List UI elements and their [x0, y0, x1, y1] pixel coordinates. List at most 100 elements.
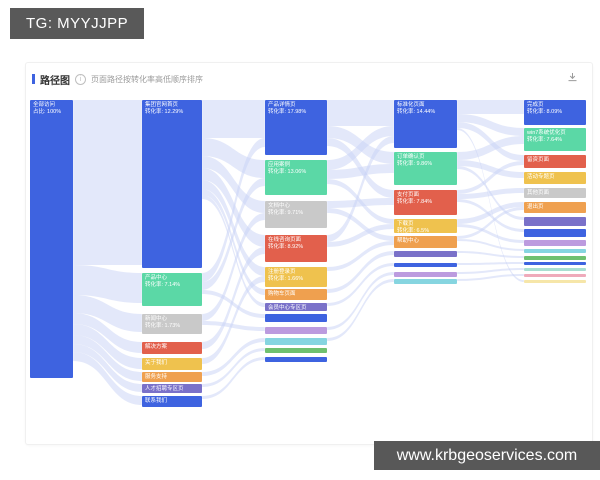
sankey-node[interactable]: 其他页面 — [524, 188, 586, 198]
sankey-node[interactable]: 留资页面 — [524, 155, 586, 168]
sankey-node[interactable]: 完成页 转化率: 8.09% — [524, 100, 586, 125]
sankey-node[interactable] — [265, 327, 327, 334]
sankey-node[interactable]: 帮助中心 — [394, 236, 457, 248]
sankey-flow[interactable] — [73, 344, 142, 392]
sankey-node[interactable] — [394, 263, 457, 267]
sankey-flow[interactable] — [457, 122, 524, 161]
sankey-flow[interactable] — [327, 263, 394, 306]
sankey-node[interactable] — [524, 240, 586, 246]
sankey-node[interactable]: 会员中心专区页 — [265, 303, 327, 311]
sankey-node[interactable]: 产品中心 转化率: 7.14% — [142, 273, 202, 306]
sankey-flow[interactable] — [202, 213, 265, 321]
sankey-flow[interactable] — [202, 156, 265, 213]
sankey-node[interactable] — [524, 262, 586, 265]
sankey-node[interactable] — [394, 272, 457, 277]
sankey-flow[interactable] — [73, 265, 142, 303]
sankey-node[interactable] — [265, 314, 327, 322]
sankey-flow[interactable] — [327, 100, 394, 126]
sankey-node[interactable]: 活动专题页 — [524, 172, 586, 184]
sankey-flow[interactable] — [73, 352, 142, 405]
sankey-flow[interactable] — [327, 224, 394, 247]
sankey-flow[interactable] — [327, 164, 394, 179]
sankey-flow[interactable] — [327, 136, 394, 242]
sankey-node[interactable]: 在线咨询页面 转化率: 8.92% — [265, 235, 327, 262]
sankey-flow[interactable] — [457, 114, 524, 136]
sankey-node[interactable]: 支付页面 转化率: 7.84% — [394, 190, 457, 215]
sankey-flow[interactable] — [457, 274, 524, 281]
sankey-flow[interactable] — [327, 126, 394, 170]
sankey-flow[interactable] — [327, 251, 394, 293]
sankey-flow[interactable] — [202, 348, 265, 387]
sankey-node[interactable]: 标准化页面 转化率: 14.44% — [394, 100, 457, 148]
sankey-flow[interactable] — [202, 247, 265, 349]
sankey-node[interactable]: 服务支持 — [142, 372, 202, 382]
sankey-node[interactable] — [524, 229, 586, 237]
sankey-node[interactable]: 人才招聘专区页 — [142, 384, 202, 393]
sankey-flow[interactable] — [457, 224, 524, 243]
sankey-node[interactable]: 退出页 — [524, 202, 586, 213]
sankey-node[interactable]: 下载页 转化率: 6.5% — [394, 219, 457, 233]
sankey-flow[interactable] — [327, 198, 394, 208]
sankey-flow[interactable] — [327, 241, 394, 271]
sankey-flow[interactable] — [202, 100, 265, 138]
sankey-node[interactable]: 全部访问 占比: 100% — [30, 100, 73, 378]
sankey-flow[interactable] — [457, 262, 524, 265]
sankey-node[interactable]: 应用案例 转化率: 13.06% — [265, 160, 327, 195]
sankey-node[interactable]: 解决方案 — [142, 342, 202, 354]
sankey-node[interactable] — [524, 280, 586, 283]
sankey-flow[interactable] — [202, 195, 265, 307]
sankey-flow[interactable] — [73, 100, 142, 265]
sankey-flow[interactable] — [327, 272, 394, 330]
sankey-node[interactable]: 关于我们 — [142, 358, 202, 370]
sankey-flow[interactable] — [202, 138, 265, 178]
sankey-node[interactable] — [524, 274, 586, 277]
sankey-flow[interactable] — [202, 138, 265, 282]
sankey-flow[interactable] — [457, 100, 524, 114]
sankey-node[interactable] — [524, 256, 586, 260]
sankey-flow[interactable] — [457, 251, 524, 258]
sankey-flow[interactable] — [457, 136, 524, 160]
sankey-node[interactable] — [524, 217, 586, 226]
sankey-flow[interactable] — [202, 321, 265, 331]
sankey-flow[interactable] — [202, 189, 265, 295]
sankey-node[interactable] — [524, 249, 586, 253]
sankey-flow[interactable] — [457, 160, 524, 178]
sankey-flow[interactable] — [202, 178, 265, 290]
sankey-flow[interactable] — [202, 357, 265, 399]
sankey-flow[interactable] — [202, 276, 265, 364]
sankey-node[interactable]: 产品详情页 转化率: 17.98% — [265, 100, 327, 155]
sankey-node[interactable]: 购物车页面 — [265, 289, 327, 300]
sankey-node[interactable]: 联系我们 — [142, 396, 202, 407]
sankey-node[interactable]: 注册登录页 转化率: 1.66% — [265, 267, 327, 287]
sankey-node[interactable]: 订单确认页 转化率: 9.86% — [394, 152, 457, 185]
sankey-flow[interactable] — [327, 279, 394, 341]
sankey-flow[interactable] — [73, 295, 142, 332]
sankey-node[interactable] — [524, 268, 586, 271]
sankey-flow[interactable] — [202, 338, 265, 376]
sankey-flow[interactable] — [457, 188, 524, 199]
sankey-flow[interactable] — [457, 128, 524, 282]
sankey-flow[interactable] — [202, 180, 265, 276]
sankey-node[interactable] — [265, 357, 327, 362]
sankey-flow[interactable] — [457, 239, 524, 251]
sankey-flow[interactable] — [457, 268, 524, 274]
sankey-flow[interactable] — [73, 324, 142, 369]
sankey-node[interactable]: 新闻中心 转化率: 1.73% — [142, 314, 202, 334]
sankey-node[interactable]: win7系统优化页 转化率: 7.64% — [524, 128, 586, 151]
sankey-node[interactable] — [394, 251, 457, 257]
sankey-node[interactable]: 集团官网首页 转化率: 12.29% — [142, 100, 202, 268]
sankey-node[interactable] — [265, 338, 327, 345]
sankey-node[interactable]: 文档中心 转化率: 9.71% — [265, 201, 327, 228]
panel-title: 路径图 — [40, 75, 70, 87]
sankey-flow[interactable] — [73, 313, 142, 353]
sankey-flow[interactable] — [457, 202, 524, 224]
sankey-flow[interactable] — [327, 208, 394, 241]
sankey-node[interactable] — [265, 348, 327, 353]
sankey-node[interactable] — [394, 279, 457, 284]
sankey-flow[interactable] — [457, 207, 524, 239]
sankey-flow[interactable] — [73, 335, 142, 381]
download-icon[interactable] — [567, 70, 578, 88]
info-icon[interactable]: i — [75, 73, 86, 85]
sankey-flow[interactable] — [457, 161, 524, 194]
sankey-flow[interactable] — [202, 290, 265, 318]
